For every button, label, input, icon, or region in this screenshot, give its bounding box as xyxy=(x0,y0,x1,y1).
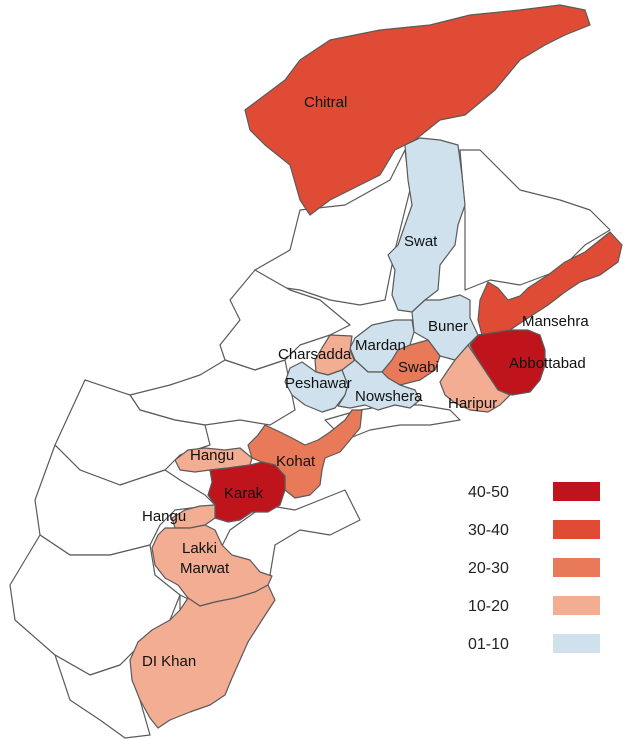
legend-swatch-30-40 xyxy=(553,520,600,539)
label-hangu-south: Hangu xyxy=(142,508,186,525)
label-di-khan: DI Khan xyxy=(142,653,196,670)
legend-label-10-20: 10-20 xyxy=(468,598,509,615)
label-abbottabad: Abbottabad xyxy=(509,355,586,372)
legend: 40-50 30-40 20-30 10-20 01-10 xyxy=(468,482,600,653)
label-chitral: Chitral xyxy=(304,94,347,111)
legend-swatch-40-50 xyxy=(553,482,600,501)
label-buner: Buner xyxy=(428,318,468,335)
label-karak: Karak xyxy=(224,485,264,502)
legend-label-01-10: 01-10 xyxy=(468,636,509,653)
label-lakki: Lakki xyxy=(182,540,217,557)
region-east-north xyxy=(459,149,611,291)
label-mansehra: Mansehra xyxy=(522,313,589,330)
label-mardan: Mardan xyxy=(355,337,406,354)
district-chitral[interactable] xyxy=(244,4,591,216)
district-di-khan[interactable] xyxy=(129,584,276,729)
district-mansehra[interactable] xyxy=(477,231,623,336)
label-swabi: Swabi xyxy=(398,359,439,376)
region-south-west-2 xyxy=(54,649,151,739)
label-haripur: Haripur xyxy=(448,395,497,412)
label-kohat: Kohat xyxy=(276,453,316,470)
legend-swatch-20-30 xyxy=(553,558,600,577)
colored-districts xyxy=(129,4,623,729)
district-haripur[interactable] xyxy=(439,344,511,413)
legend-swatch-10-20 xyxy=(553,596,600,615)
district-hangu-north[interactable] xyxy=(174,447,253,473)
district-labels: Chitral Swat Mansehra Buner Mardan Chars… xyxy=(142,94,589,670)
legend-swatch-01-10 xyxy=(553,634,600,653)
legend-label-30-40: 30-40 xyxy=(468,522,509,539)
district-nowshera[interactable] xyxy=(337,359,421,411)
label-peshawar: Peshawar xyxy=(285,375,352,392)
label-swat: Swat xyxy=(404,233,438,250)
label-nowshera: Nowshera xyxy=(355,388,423,405)
label-hangu-north: Hangu xyxy=(190,447,234,464)
district-karak[interactable] xyxy=(207,461,286,523)
region-west-central xyxy=(129,359,296,426)
legend-label-20-30: 20-30 xyxy=(468,560,509,577)
label-marwat: Marwat xyxy=(180,560,230,577)
label-charsadda: Charsadda xyxy=(278,346,352,363)
legend-label-40-50: 40-50 xyxy=(468,484,509,501)
